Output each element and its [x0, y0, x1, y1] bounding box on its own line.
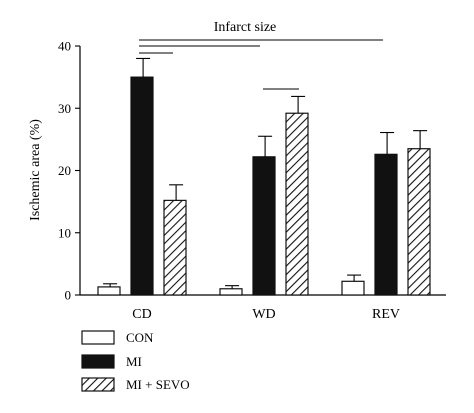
bar-wd-mi-sevo	[285, 112, 309, 296]
legend-swatch-con	[81, 330, 115, 345]
legend-swatch-mi	[81, 354, 115, 369]
bar-wd-mi	[252, 156, 276, 296]
bar-rev-mi	[374, 153, 398, 296]
legend-label-con: CON	[126, 330, 154, 345]
infarct-size-annotation: Infarct size	[214, 20, 277, 35]
bars	[97, 57, 431, 296]
bar-rev-con	[341, 280, 365, 296]
legend: CON MI MI + SEVO	[81, 330, 190, 392]
legend-label-mi-sevo: MI + SEVO	[126, 377, 190, 392]
category-label-rev: REV	[372, 307, 400, 322]
legend-swatch-mi-sevo	[81, 377, 115, 392]
category-label-cd: CD	[132, 307, 151, 322]
y-tick-label-10: 10	[58, 225, 71, 240]
y-tick-label-40: 40	[58, 39, 71, 54]
bar-wd-con	[219, 288, 243, 296]
y-tick-label-20: 20	[58, 163, 71, 178]
bar-cd-con	[97, 286, 121, 296]
y-axis-label: Ischemic area (%)	[28, 119, 43, 221]
y-tick-label-30: 30	[58, 101, 71, 116]
category-label-wd: WD	[252, 307, 275, 322]
y-ticks: 0 10 20 30 40	[58, 39, 80, 303]
bar-rev-mi-sevo	[407, 148, 431, 296]
bar-cd-mi-sevo	[163, 199, 187, 296]
category-labels: CD WD REV	[132, 307, 400, 322]
bar-cd-mi	[130, 76, 154, 296]
y-tick-label-0: 0	[65, 288, 72, 303]
legend-label-mi: MI	[126, 354, 142, 369]
